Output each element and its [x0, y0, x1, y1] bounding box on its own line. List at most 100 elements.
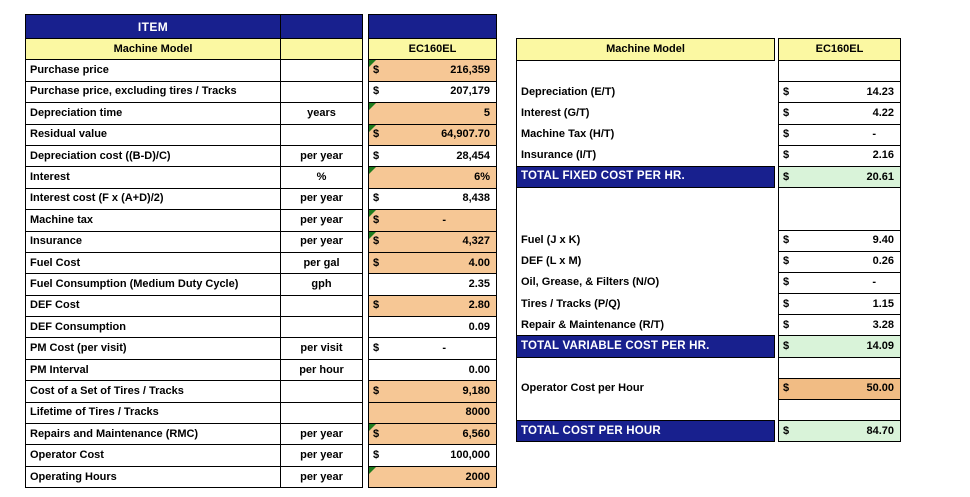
- unit-cell[interactable]: per year: [280, 187, 363, 211]
- spacer-value-cell[interactable]: [778, 399, 901, 422]
- label-cell[interactable]: Residual value: [25, 123, 281, 146]
- value-cell[interactable]: 0.09: [368, 316, 497, 339]
- unit-cell[interactable]: per hour: [280, 358, 363, 382]
- label-cell[interactable]: DEF Consumption: [25, 316, 281, 339]
- label-cell[interactable]: Fuel Cost: [25, 251, 281, 275]
- total-label-cell[interactable]: TOTAL COST PER HOUR: [516, 420, 775, 443]
- label-cell[interactable]: Fuel Consumption (Medium Duty Cycle): [25, 273, 281, 296]
- item-header-value-cell[interactable]: [368, 14, 497, 39]
- value-cell[interactable]: $4.00: [368, 251, 497, 275]
- value-cell[interactable]: 2000: [368, 465, 497, 489]
- unit-cell[interactable]: [280, 123, 363, 146]
- unit-cell[interactable]: per year: [280, 209, 363, 232]
- label-cell[interactable]: Interest: [25, 166, 281, 189]
- label-cell[interactable]: Depreciation cost ((B-D)/C): [25, 144, 281, 168]
- value-cell[interactable]: $20.61: [778, 165, 901, 189]
- value-cell[interactable]: 5: [368, 102, 497, 125]
- value-cell[interactable]: $9,180: [368, 380, 497, 403]
- label-cell[interactable]: Tires / Tracks (P/Q): [516, 293, 775, 315]
- value-cell[interactable]: 0.00: [368, 358, 497, 382]
- unit-cell[interactable]: per year: [280, 465, 363, 489]
- value-cell[interactable]: $2.80: [368, 294, 497, 318]
- unit-cell[interactable]: per year: [280, 230, 363, 253]
- unit-cell[interactable]: per visit: [280, 337, 363, 360]
- total-label-cell[interactable]: TOTAL FIXED COST PER HR.: [516, 165, 775, 189]
- value-cell[interactable]: $9.40: [778, 229, 901, 252]
- value-cell[interactable]: $6,560: [368, 423, 497, 446]
- value-cell[interactable]: $ -: [778, 123, 901, 146]
- item-header-cell[interactable]: ITEM: [25, 14, 281, 39]
- label-cell[interactable]: PM Interval: [25, 358, 281, 382]
- unit-cell[interactable]: [280, 316, 363, 339]
- unit-cell[interactable]: [280, 59, 363, 82]
- label-cell[interactable]: Interest cost (F x (A+D)/2): [25, 187, 281, 211]
- value-cell[interactable]: $8,438: [368, 187, 497, 211]
- label-cell[interactable]: Cost of a Set of Tires / Tracks: [25, 380, 281, 403]
- label-cell[interactable]: Lifetime of Tires / Tracks: [25, 401, 281, 425]
- spacer-value-cell[interactable]: [778, 356, 901, 379]
- spacer-value-cell[interactable]: [778, 59, 901, 83]
- value-cell[interactable]: $14.09: [778, 335, 901, 358]
- value-cell[interactable]: $2.16: [778, 144, 901, 167]
- value-cell[interactable]: $0.26: [778, 250, 901, 273]
- value-cell[interactable]: $4,327: [368, 230, 497, 253]
- total-label-cell[interactable]: TOTAL VARIABLE COST PER HR.: [516, 335, 775, 358]
- value-cell[interactable]: $50.00: [778, 377, 901, 401]
- label-cell[interactable]: Operator Cost per Hour: [516, 378, 775, 400]
- label-cell[interactable]: Operator Cost: [25, 444, 281, 467]
- model-name-cell[interactable]: EC160EL: [778, 38, 901, 61]
- unit-cell[interactable]: [280, 294, 363, 318]
- label-cell[interactable]: Purchase price, excluding tires / Tracks: [25, 80, 281, 104]
- value-cell[interactable]: $ -: [778, 271, 901, 295]
- value-cell[interactable]: $ -: [368, 209, 497, 232]
- label-cell[interactable]: Fuel (J x K): [516, 230, 775, 252]
- label-cell[interactable]: Interest (G/T): [516, 102, 775, 125]
- label-cell[interactable]: Oil, Grease, & Filters (N/O): [516, 272, 775, 294]
- unit-cell[interactable]: years: [280, 102, 363, 125]
- unit-cell[interactable]: [280, 80, 363, 104]
- item-header-unit-cell[interactable]: [280, 14, 363, 39]
- value-cell[interactable]: 8000: [368, 401, 497, 425]
- spacer-label-cell: [516, 357, 775, 379]
- unit-cell[interactable]: [280, 380, 363, 403]
- unit-cell[interactable]: per gal: [280, 251, 363, 275]
- value-cell[interactable]: $84.70: [778, 420, 901, 443]
- model-name-cell[interactable]: EC160EL: [368, 37, 497, 61]
- unit-cell[interactable]: per year: [280, 144, 363, 168]
- label-cell[interactable]: Insurance (I/T): [516, 145, 775, 167]
- machine-model-header-cell[interactable]: Machine Model: [516, 38, 775, 61]
- label-cell[interactable]: DEF Cost: [25, 294, 281, 318]
- header-unit-cell[interactable]: [280, 37, 363, 61]
- label-cell[interactable]: Depreciation time: [25, 102, 281, 125]
- machine-model-header-cell[interactable]: Machine Model: [25, 37, 281, 61]
- table-row: Interest cost (F x (A+D)/2) per year $8,43…: [25, 187, 497, 211]
- label-cell[interactable]: PM Cost (per visit): [25, 337, 281, 360]
- label-cell[interactable]: Depreciation (E/T): [516, 81, 775, 103]
- label-cell[interactable]: Insurance: [25, 230, 281, 253]
- label-cell[interactable]: Operating Hours: [25, 465, 281, 489]
- value-cell[interactable]: $3.28: [778, 314, 901, 337]
- value-cell[interactable]: $207,179: [368, 80, 497, 104]
- unit-cell[interactable]: per year: [280, 444, 363, 467]
- label-cell[interactable]: Repairs and Maintenance (RMC): [25, 423, 281, 446]
- value-cell[interactable]: $4.22: [778, 102, 901, 125]
- label-cell[interactable]: Repair & Maintenance (R/T): [516, 314, 775, 336]
- value-cell[interactable]: 2.35: [368, 273, 497, 296]
- value-cell[interactable]: $64,907.70: [368, 123, 497, 146]
- label-cell[interactable]: Machine Tax (H/T): [516, 124, 775, 146]
- value-cell[interactable]: $216,359: [368, 59, 497, 82]
- unit-cell[interactable]: gph: [280, 273, 363, 296]
- spacer-value-cell[interactable]: [778, 187, 901, 231]
- value-cell[interactable]: $100,000: [368, 444, 497, 467]
- value-cell[interactable]: $14.23: [778, 81, 901, 104]
- label-cell[interactable]: DEF (L x M): [516, 251, 775, 273]
- unit-cell[interactable]: per year: [280, 423, 363, 446]
- value-cell[interactable]: 6%: [368, 166, 497, 189]
- label-cell[interactable]: Machine tax: [25, 209, 281, 232]
- unit-cell[interactable]: [280, 401, 363, 425]
- unit-cell[interactable]: %: [280, 166, 363, 189]
- value-cell[interactable]: $ -: [368, 337, 497, 360]
- label-cell[interactable]: Purchase price: [25, 59, 281, 82]
- value-cell[interactable]: $1.15: [778, 293, 901, 316]
- value-cell[interactable]: $28,454: [368, 144, 497, 168]
